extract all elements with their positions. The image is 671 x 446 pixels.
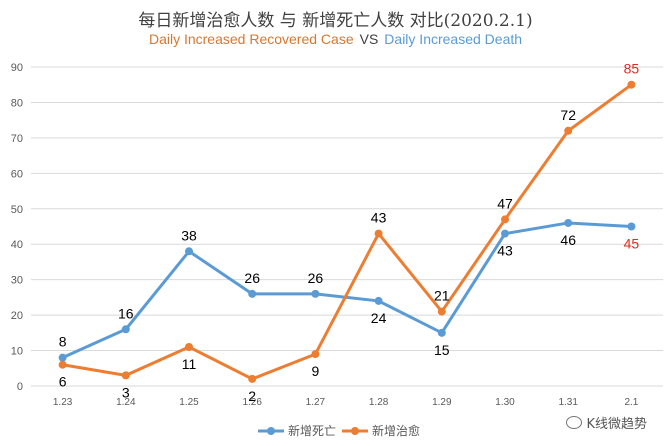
data-point-s0-1 (121, 325, 130, 334)
data-label-s0-9: 45 (624, 236, 640, 252)
data-point-s1-6 (437, 307, 446, 316)
data-point-s0-8 (564, 218, 573, 227)
watermark-text: K线微趋势 (586, 417, 647, 432)
data-point-s1-9 (627, 80, 636, 89)
subtitle-vs: VS (359, 31, 379, 47)
x-tick-label-1.27: 1.27 (306, 397, 326, 408)
data-point-s0-0 (58, 353, 67, 362)
data-label-s0-8: 46 (560, 232, 576, 248)
series-line-0 (61, 221, 633, 360)
y-tick-label-80: 80 (11, 97, 23, 109)
y-tick-label-50: 50 (11, 204, 23, 216)
x-tick-label-1.26: 1.26 (242, 397, 262, 408)
data-point-s0-9 (627, 222, 636, 231)
data-point-s0-6 (437, 328, 446, 337)
data-point-s0-2 (185, 247, 193, 256)
data-label-s1-5: 43 (371, 210, 387, 226)
series-line-1 (61, 83, 633, 381)
x-tick-label-1.31: 1.31 (558, 397, 578, 408)
data-point-s1-7 (501, 215, 509, 224)
x-tick-label-1.23: 1.23 (53, 397, 73, 408)
x-tick-label-1.24: 1.24 (116, 397, 136, 408)
data-point-s1-0 (58, 360, 67, 369)
y-tick-label-20: 20 (11, 310, 23, 322)
data-label-s1-0: 6 (59, 374, 67, 390)
watermark: K线微趋势 (566, 413, 647, 432)
legend-marker-0 (267, 427, 275, 435)
data-point-s1-5 (374, 229, 383, 238)
x-tick-label-1.29: 1.29 (432, 397, 452, 408)
data-label-s0-5: 24 (371, 310, 387, 326)
data-label-s0-6: 15 (434, 342, 450, 358)
data-label-s1-8: 72 (560, 107, 576, 123)
data-label-s1-6: 21 (434, 288, 450, 304)
data-point-s0-3 (248, 289, 257, 298)
data-label-s1-2: 11 (182, 356, 197, 372)
data-point-s0-5 (374, 296, 383, 305)
data-label-s1-7: 47 (497, 195, 513, 211)
chart-subtitle: Daily Increased Recovered Case VS Daily In… (0, 31, 671, 47)
data-label-s0-4: 26 (308, 270, 324, 286)
data-label-s0-3: 26 (244, 270, 260, 286)
data-point-s1-2 (185, 343, 193, 352)
y-tick-label-30: 30 (11, 275, 23, 287)
y-tick-label-40: 40 (11, 239, 23, 251)
y-tick-label-90: 90 (11, 62, 23, 74)
data-label-s1-9: 85 (624, 61, 640, 77)
data-label-s0-0: 8 (59, 334, 67, 350)
data-point-s0-4 (311, 289, 320, 298)
data-label-s1-1: 3 (122, 384, 130, 400)
legend-marker-1 (351, 427, 359, 435)
y-tick-label-0: 0 (17, 381, 23, 393)
legend-label-0: 新增死亡 (288, 423, 336, 438)
x-tick-label-1.25: 1.25 (179, 397, 199, 408)
wechat-icon (566, 416, 583, 429)
x-tick-label-1.30: 1.30 (495, 397, 515, 408)
y-tick-label-70: 70 (11, 133, 23, 145)
subtitle-recovered: Daily Increased Recovered Case (148, 31, 354, 47)
data-point-s1-1 (121, 371, 130, 380)
data-label-s0-7: 43 (497, 243, 513, 259)
data-point-s1-3 (248, 374, 257, 383)
x-tick-label-2.1: 2.1 (624, 397, 638, 408)
y-tick-label-60: 60 (11, 168, 23, 180)
data-label-s0-1: 16 (118, 305, 134, 321)
x-tick-label-1.28: 1.28 (369, 397, 389, 408)
legend-label-1: 新增治愈 (372, 423, 420, 438)
subtitle-death: Daily Increased Death (384, 31, 523, 47)
data-label-s1-4: 9 (312, 363, 320, 379)
y-tick-label-10: 10 (11, 346, 23, 358)
data-point-s1-8 (564, 126, 573, 135)
data-label-s1-3: 2 (248, 388, 256, 404)
data-label-s0-2: 38 (181, 227, 197, 243)
data-point-s0-7 (501, 229, 509, 238)
chart-title: 每日新增治愈人数 与 新增死亡人数 对比(2020.2.1) (138, 11, 533, 31)
data-point-s1-4 (311, 350, 320, 359)
